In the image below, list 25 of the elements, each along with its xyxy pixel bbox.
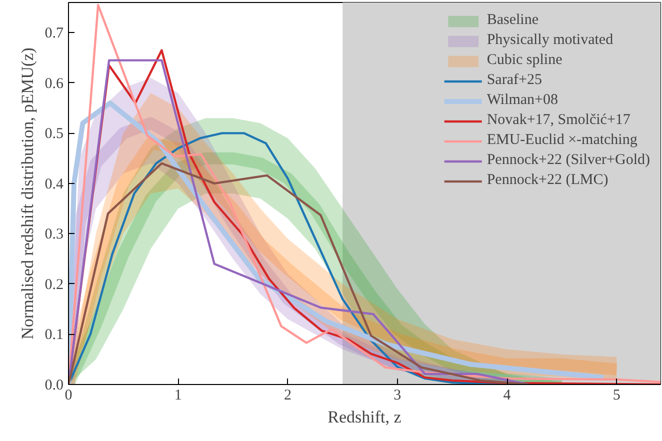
y-tick-label: 0.3 (44, 226, 64, 243)
y-tick-label: 0.1 (44, 327, 64, 344)
legend-label: Saraf+25 (486, 72, 542, 89)
legend-label: EMU-Euclid ×-matching (486, 132, 638, 149)
x-tick-label: 5 (612, 388, 620, 404)
legend-label: Pennock+22 (LMC) (486, 172, 608, 189)
legend-label: Physically motivated (486, 32, 614, 49)
legend-label: Cubic spline (486, 52, 562, 69)
y-tick-label: 0.7 (44, 26, 64, 42)
y-tick-label: 0.0 (44, 378, 64, 394)
x-tick-label: 3 (394, 388, 402, 404)
y-axis-title: Normalised redshift distribution, pEMU(z) (18, 48, 37, 340)
x-tick-label: 2 (284, 388, 292, 404)
x-tick-label: 0 (64, 388, 72, 404)
y-tick-label: 0.2 (44, 276, 64, 293)
x-axis-title: Redshift, z (328, 408, 402, 426)
y-tick-label: 0.5 (44, 126, 64, 142)
legend-label: Novak+17, Smolčić+17 (486, 112, 630, 129)
legend-label: Pennock+22 (Silver+Gold) (486, 152, 650, 169)
y-tick-label: 0.4 (44, 176, 64, 192)
x-tick-label: 1 (174, 388, 182, 404)
y-tick-label: 0.6 (44, 76, 64, 92)
legend-label: Baseline (486, 12, 538, 29)
x-tick-label: 4 (503, 388, 512, 404)
legend-label: Wilman+08 (486, 92, 558, 109)
